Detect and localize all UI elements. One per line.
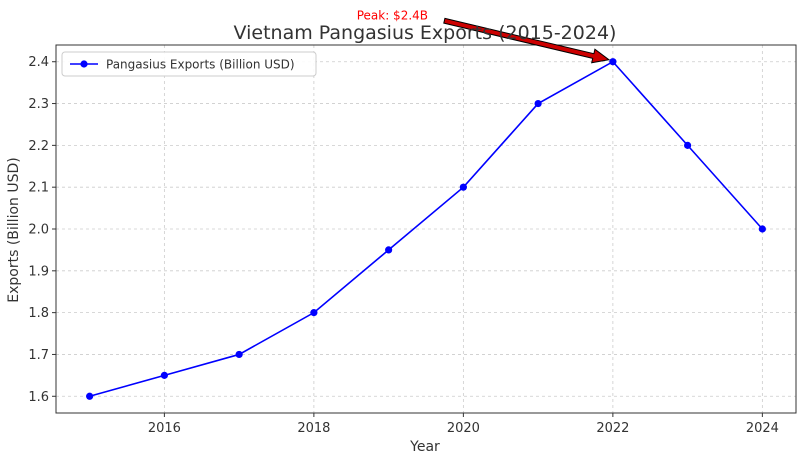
data-point bbox=[534, 99, 542, 108]
annotation-label: Peak: $2.4B bbox=[357, 9, 428, 23]
x-tick-label: 2024 bbox=[746, 421, 779, 436]
y-axis-label: Exports (Billion USD) bbox=[6, 157, 22, 302]
y-tick-label: 1.9 bbox=[28, 264, 49, 279]
chart-title: Vietnam Pangasius Exports (2015-2024) bbox=[234, 22, 617, 44]
data-point bbox=[609, 58, 617, 66]
axes: 2016 2018 2020 2022 2024 1.6 1.7 1.8 1.9 2.0 2.1 2.… bbox=[28, 44, 797, 436]
y-tick-label: 2.0 bbox=[28, 223, 49, 238]
data-point bbox=[459, 183, 467, 191]
series-line bbox=[89, 60, 763, 398]
plot-frame bbox=[55, 44, 797, 414]
data-point bbox=[86, 392, 94, 400]
y-tick-label: 2.2 bbox=[28, 139, 49, 154]
y-tick-label: 1.6 bbox=[28, 390, 49, 405]
data-point bbox=[160, 371, 168, 379]
data-point bbox=[385, 246, 393, 254]
data-point bbox=[758, 225, 766, 233]
x-tick-label: 2018 bbox=[297, 421, 330, 436]
x-axis-label: Year bbox=[409, 439, 440, 455]
series-layer bbox=[86, 58, 766, 400]
legend: Pangasius Exports (Billion USD) bbox=[61, 51, 317, 77]
x-tick-label: 2016 bbox=[148, 421, 181, 436]
y-tick-label: 1.7 bbox=[28, 348, 49, 363]
x-tick-label: 2022 bbox=[596, 421, 629, 436]
legend-marker bbox=[80, 60, 88, 68]
y-tick-label: 2.1 bbox=[28, 181, 49, 196]
data-point bbox=[310, 309, 318, 317]
data-point bbox=[235, 350, 243, 359]
x-tick-label: 2020 bbox=[447, 421, 480, 436]
legend-box bbox=[61, 51, 317, 77]
y-tick-label: 1.8 bbox=[28, 306, 49, 321]
annotation-arrow bbox=[443, 17, 611, 64]
data-point bbox=[684, 141, 692, 149]
y-tick-label: 2.3 bbox=[28, 97, 49, 112]
y-tick-label: 2.4 bbox=[28, 55, 49, 70]
legend-label: Pangasius Exports (Billion USD) bbox=[106, 58, 295, 72]
grid-lines bbox=[56, 45, 796, 413]
annotation: Peak: $2.4B bbox=[357, 9, 611, 64]
